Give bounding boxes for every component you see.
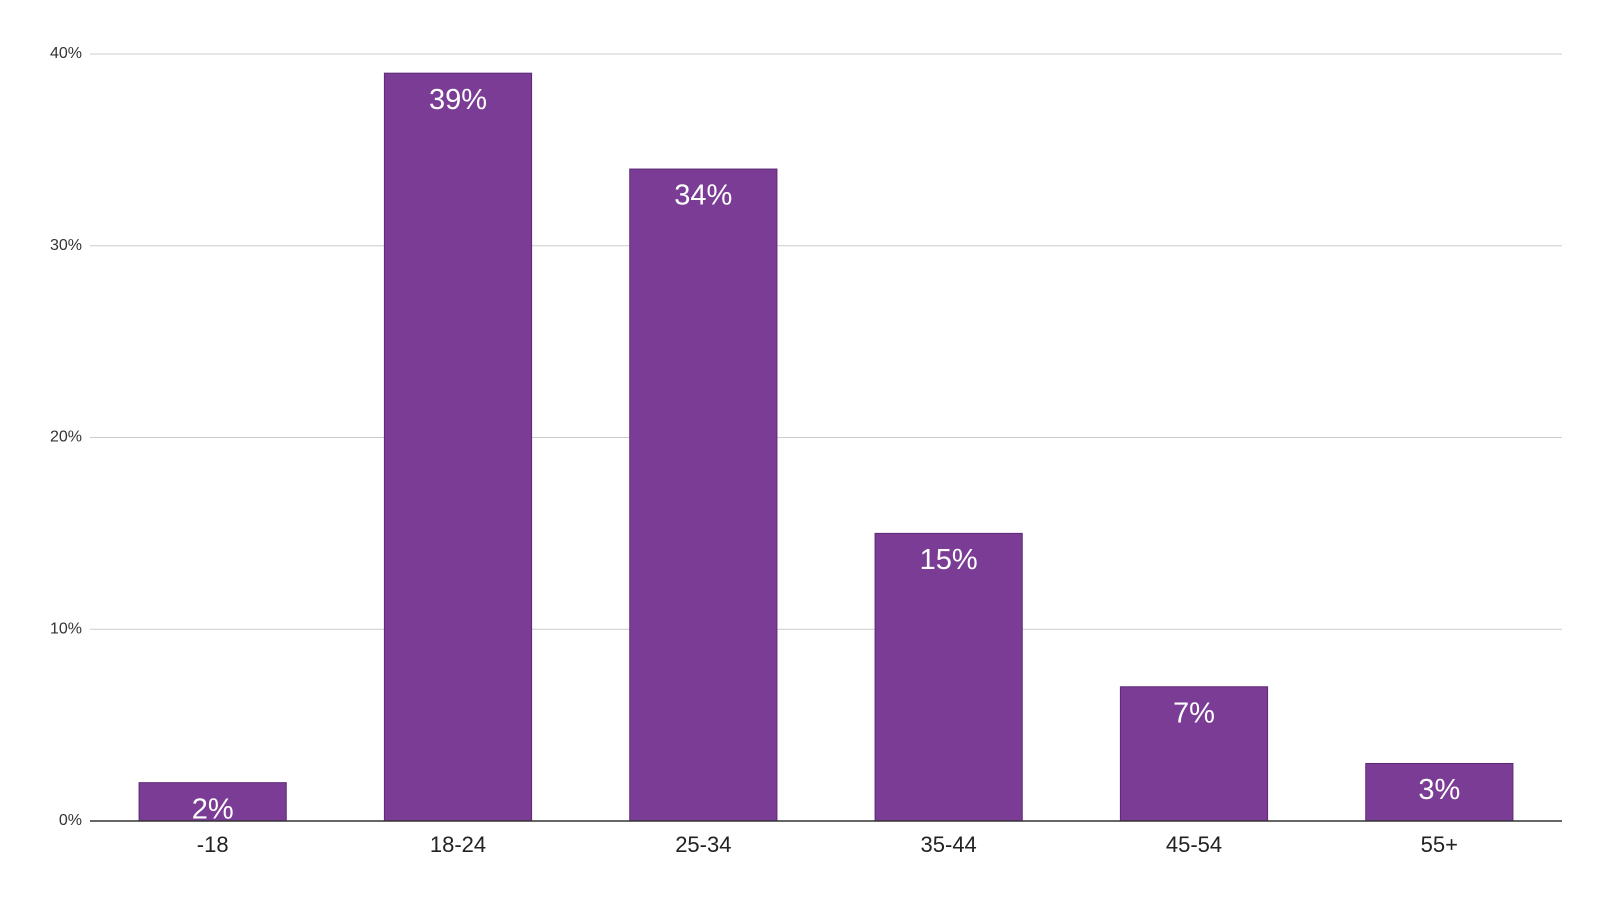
y-tick-label: 0% xyxy=(59,812,82,829)
value-label: 39% xyxy=(429,84,487,116)
y-tick-label: 10% xyxy=(50,620,82,637)
y-tick-label: 30% xyxy=(50,237,82,254)
bar xyxy=(383,72,533,822)
x-tick-label: 45-54 xyxy=(1166,832,1222,857)
x-tick-label: 25-34 xyxy=(675,832,731,857)
value-label: 15% xyxy=(920,544,978,576)
value-label: 2% xyxy=(192,793,234,825)
bar xyxy=(1365,762,1514,822)
bar xyxy=(138,782,287,822)
x-tick-label: -18 xyxy=(197,832,229,857)
y-tick-label: 40% xyxy=(50,45,82,62)
x-tick-label: 55+ xyxy=(1421,832,1458,857)
bar xyxy=(874,532,1023,822)
x-tick-label: 18-24 xyxy=(430,832,486,857)
bar xyxy=(1119,686,1269,822)
value-label: 7% xyxy=(1173,697,1215,729)
x-tick-label: 35-44 xyxy=(921,832,977,857)
value-label: 3% xyxy=(1418,774,1460,806)
y-tick-label: 20% xyxy=(50,429,82,446)
value-label: 34% xyxy=(674,180,732,212)
bar xyxy=(629,168,778,822)
